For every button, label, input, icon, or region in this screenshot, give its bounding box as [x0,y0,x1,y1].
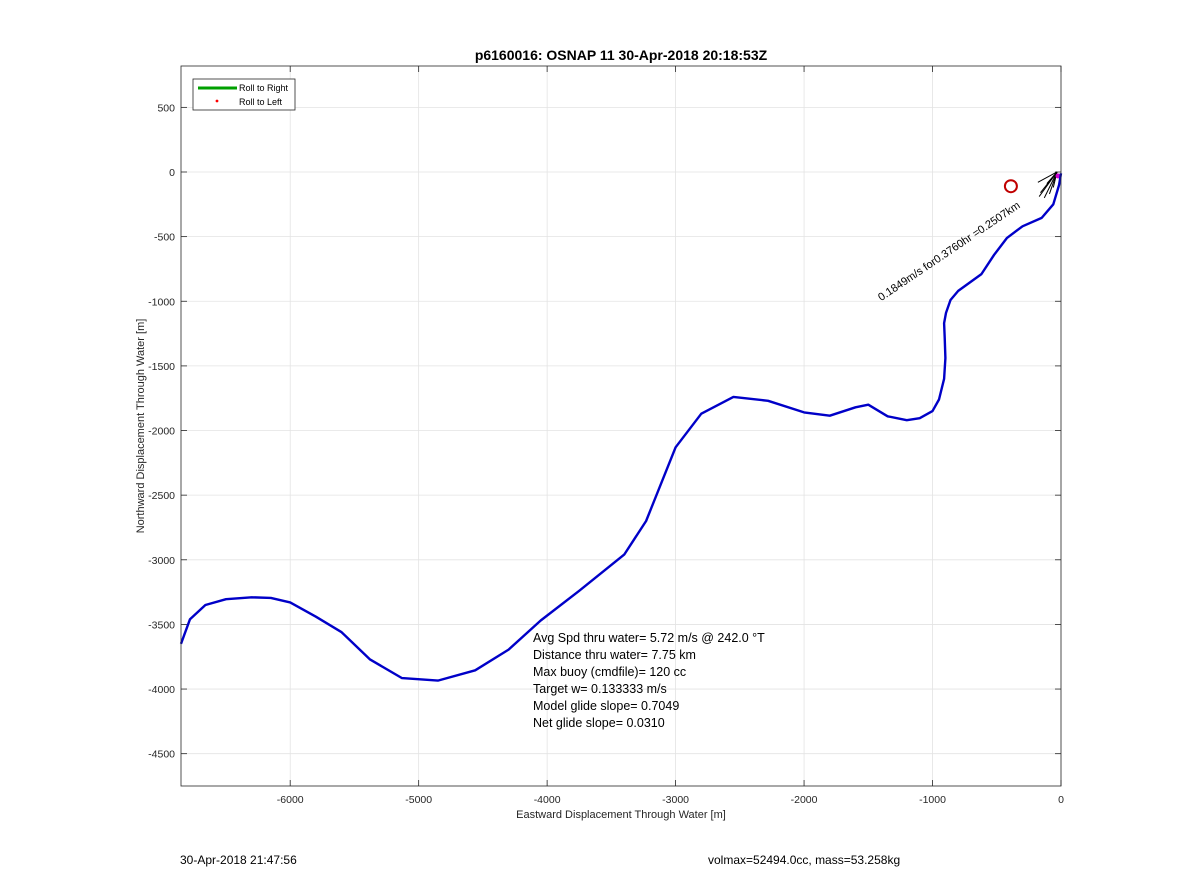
direction-arrow [1043,171,1058,199]
chart-markers [1003,179,1018,194]
x-tick-label: 0 [1058,794,1064,806]
axis-ticks: -6000 -5000 -4000 -3000 -2000 -1000 0 500 0 -500 -… [148,66,1064,806]
x-tick-label: -6000 [277,794,304,806]
x-tick-label: -3000 [662,794,689,806]
footer-timestamp: 30-Apr-2018 21:47:56 [180,853,297,867]
y-axis-label: Northward Displacement Through Water [m] [135,319,147,534]
y-tick-label: -4500 [148,749,175,761]
annotation-max-buoy: Max buoy (cmdfile)= 120 cc [533,665,686,679]
y-tick-label: 0 [169,167,175,179]
x-tick-label: -2000 [791,794,818,806]
x-tick-label: -1000 [919,794,946,806]
position-circle-marker [1003,179,1018,194]
x-tick-label: -5000 [405,794,432,806]
y-tick-label: 500 [157,102,175,114]
track-series [179,173,1063,682]
y-tick-label: -1000 [148,296,175,308]
y-tick-label: -4000 [148,684,175,696]
y-tick-label: -500 [154,232,175,244]
legend-roll-right-label: Roll to Right [239,83,289,93]
plot-area: -6000 -5000 -4000 -3000 -2000 -1000 0 500 0 -500 -… [148,65,1064,806]
legend-roll-left-label: Roll to Left [239,97,283,107]
y-tick-label: -1500 [148,361,175,373]
legend: Roll to Right Roll to Left [192,78,296,111]
annotation-avg-speed: Avg Spd thru water= 5.72 m/s @ 242.0 °T [533,631,765,645]
x-axis-label: Eastward Displacement Through Water [m] [516,809,726,821]
y-tick-label: -3000 [148,555,175,567]
y-tick-label: -3500 [148,619,175,631]
chart-title: p6160016: OSNAP 11 30-Apr-2018 20:18:53Z [475,47,768,63]
y-tick-label: -2500 [148,490,175,502]
axes-background [181,66,1061,786]
y-tick-label: -2000 [148,426,175,438]
legend-roll-left-swatch [215,99,219,103]
axes-frame [180,65,1062,787]
arrow-head [1037,171,1058,197]
annotation-model-glide: Model glide slope= 0.7049 [533,699,679,713]
annotation-net-glide: Net glide slope= 0.0310 [533,716,665,730]
annotation-target-w: Target w= 0.133333 m/s [533,682,667,696]
x-tick-label: -4000 [534,794,561,806]
annotation-distance: Distance thru water= 7.75 km [533,648,696,662]
track-line [179,173,1063,682]
legend-box [192,78,296,111]
stats-annotation: Avg Spd thru water= 5.72 m/s @ 242.0 °T … [533,631,765,730]
footer-mass-info: volmax=52494.0cc, mass=53.258kg [708,853,900,867]
